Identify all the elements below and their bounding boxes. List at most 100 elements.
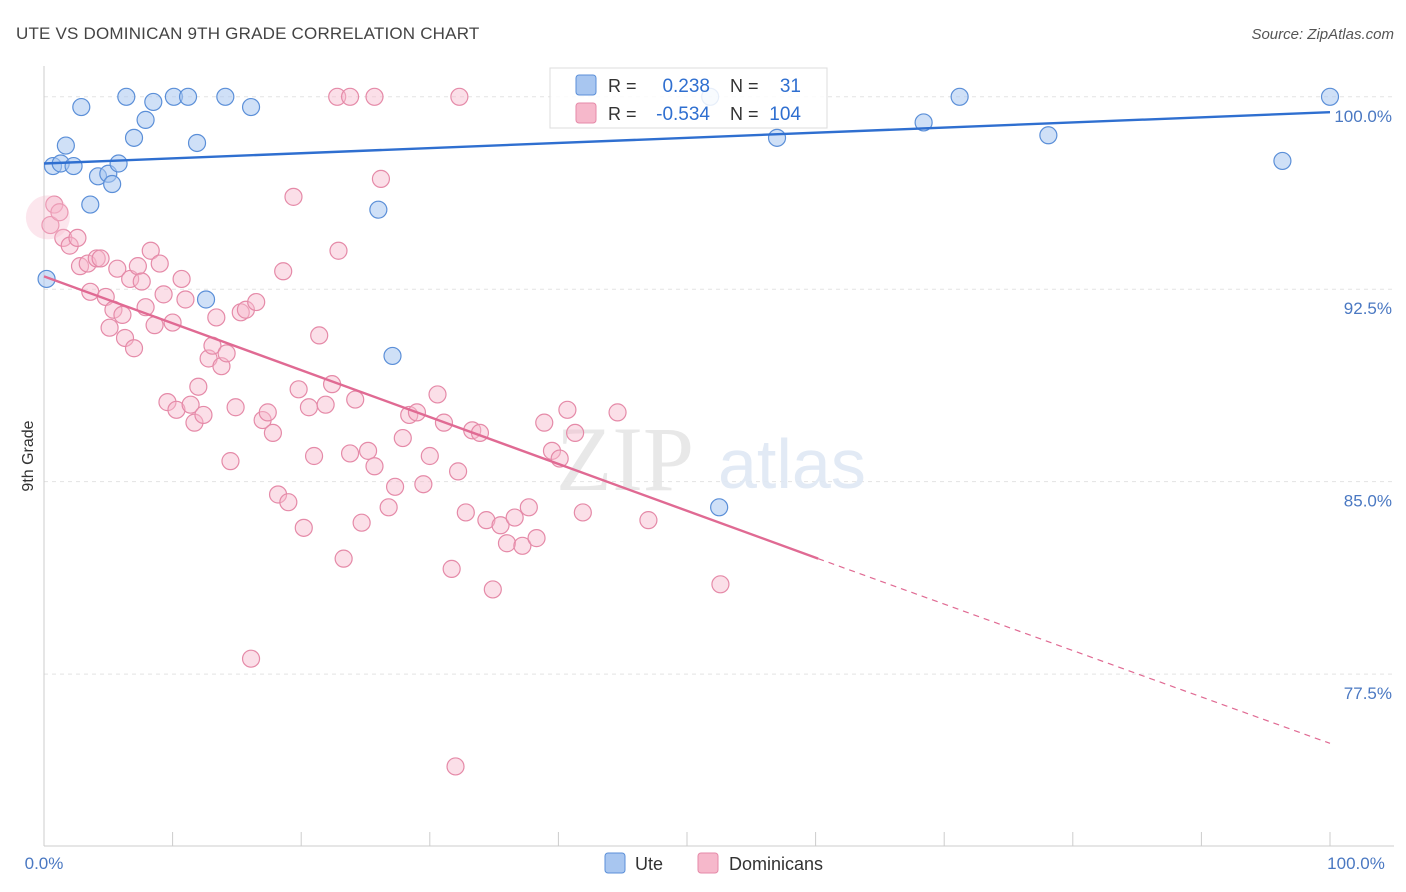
point-dominicans xyxy=(310,326,329,345)
point-dominicans xyxy=(334,549,353,568)
point-ute xyxy=(117,87,136,106)
legend-r-label-ute: R = xyxy=(608,76,637,96)
point-dominicans xyxy=(231,303,250,322)
source-label: Source: ZipAtlas.com xyxy=(1251,26,1394,43)
watermark: ZIP atlas xyxy=(556,408,866,510)
point-ute xyxy=(64,156,83,176)
point-dominicans xyxy=(141,241,160,260)
point-ute xyxy=(72,97,91,117)
point-dominicans xyxy=(154,285,173,304)
bottom-legend-dominicans: Dominicans xyxy=(729,854,823,874)
point-dominicans xyxy=(91,249,110,268)
point-dominicans xyxy=(268,485,288,504)
point-dominicans xyxy=(217,344,236,363)
point-dominicans xyxy=(274,262,293,281)
point-dominicans xyxy=(316,395,335,414)
point-dominicans xyxy=(226,398,245,417)
point-dominicans xyxy=(284,187,303,206)
point-ute xyxy=(1320,87,1340,106)
point-dominicans xyxy=(299,398,319,417)
point-ute xyxy=(56,136,75,155)
point-dominicans xyxy=(294,518,313,537)
point-dominicans xyxy=(304,446,324,466)
point-dominicans xyxy=(420,446,439,466)
y-tick-label: 77.5% xyxy=(1344,684,1392,703)
point-dominicans xyxy=(352,513,371,532)
legend-n-value-dominicans: 104 xyxy=(769,104,801,125)
point-dominicans xyxy=(340,87,360,106)
point-dominicans xyxy=(115,328,135,348)
point-ute xyxy=(241,97,261,117)
point-dominicans xyxy=(639,511,658,530)
point-dominicans xyxy=(41,215,60,235)
legend-n-label-ute: N = xyxy=(730,76,759,96)
bottom-legend-ute: Ute xyxy=(635,854,663,874)
point-dominicans xyxy=(100,318,119,337)
y-tick-label: 100.0% xyxy=(1334,107,1392,126)
dominicans-points xyxy=(25,87,730,776)
y-tick-label: 92.5% xyxy=(1344,299,1392,318)
x-tick-label-min: 0.0% xyxy=(25,854,64,873)
point-dominicans xyxy=(428,385,447,404)
y-tick-label: 85.0% xyxy=(1344,492,1392,511)
point-ute xyxy=(103,174,122,194)
point-ute xyxy=(136,110,155,129)
point-dominicans xyxy=(113,305,132,324)
watermark-atlas: atlas xyxy=(718,425,866,503)
stats-legend: R = 0.238 N = 31 R = -0.534 N = 104 xyxy=(549,67,828,129)
point-ute xyxy=(383,346,402,366)
legend-r-value-dominicans: -0.534 xyxy=(656,104,710,125)
point-dominicans xyxy=(279,493,298,512)
point-dominicans xyxy=(535,413,554,432)
point-dominicans xyxy=(181,395,200,414)
point-dominicans xyxy=(608,403,627,422)
point-dominicans xyxy=(414,475,433,494)
point-dominicans xyxy=(128,257,147,276)
point-dominicans xyxy=(221,452,240,471)
point-dominicans xyxy=(176,290,195,309)
y-axis-title: 9th Grade xyxy=(20,420,37,491)
trend-line-dominicans-extension xyxy=(817,558,1331,744)
point-ute xyxy=(81,195,100,214)
point-ute xyxy=(369,200,388,219)
trend-lines xyxy=(43,110,1331,744)
point-ute xyxy=(124,128,144,147)
point-dominicans xyxy=(385,477,405,496)
legend-swatch-dominicans xyxy=(575,102,597,124)
point-dominicans xyxy=(346,390,365,409)
bottom-legend-swatch-dominicans xyxy=(697,852,719,874)
point-dominicans xyxy=(477,511,496,530)
point-dominicans xyxy=(236,300,256,319)
point-dominicans xyxy=(456,503,475,522)
point-dominicans xyxy=(450,87,469,106)
bottom-legend-swatch-ute xyxy=(604,852,626,874)
x-axis-ticks xyxy=(43,832,1331,846)
point-dominicans xyxy=(108,259,127,278)
point-dominicans xyxy=(505,508,524,527)
point-dominicans xyxy=(289,380,308,399)
series-legend: Ute Dominicans xyxy=(604,852,823,874)
point-dominicans xyxy=(513,536,532,555)
point-dominicans xyxy=(68,228,87,248)
point-dominicans xyxy=(365,87,384,106)
legend-n-value-ute: 31 xyxy=(780,76,801,97)
point-dominicans xyxy=(519,498,538,517)
point-dominicans xyxy=(194,405,213,425)
point-dominicans xyxy=(365,457,384,476)
legend-r-value-ute: 0.238 xyxy=(662,76,710,97)
point-dominicans xyxy=(189,377,208,396)
point-dominicans xyxy=(124,339,144,358)
point-dominicans xyxy=(527,529,546,548)
point-dominicans xyxy=(329,241,348,260)
point-dominicans xyxy=(573,503,592,522)
y-tick-labels: 100.0% 92.5% 85.0% 77.5% xyxy=(1334,107,1392,703)
point-dominicans xyxy=(340,444,360,463)
watermark-zip: ZIP xyxy=(556,408,694,510)
point-dominicans xyxy=(446,757,465,776)
point-dominicans xyxy=(263,423,283,443)
point-dominicans xyxy=(379,498,398,517)
point-dominicans xyxy=(87,249,106,268)
point-dominicans xyxy=(566,423,585,443)
legend-swatch-ute xyxy=(575,74,597,96)
